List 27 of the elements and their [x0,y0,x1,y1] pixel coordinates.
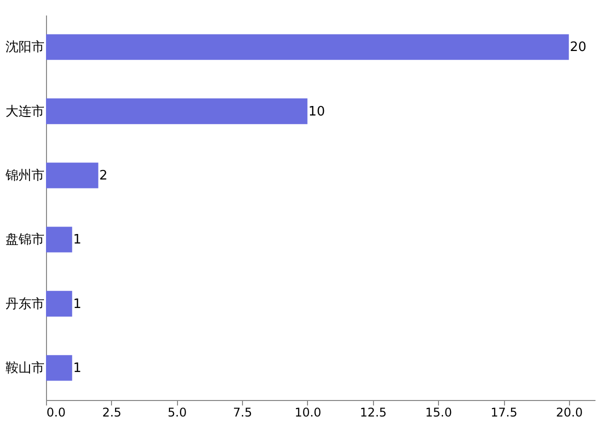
x-tick-label: 7.5 [233,406,252,420]
bar [46,355,72,381]
data-label: 10 [308,104,325,120]
y-tick-label: 丹东市 [6,296,44,312]
x-tick-label: 0.0 [46,406,66,420]
y-tick-label: 沈阳市 [6,40,44,56]
bar [46,290,72,317]
bar [46,226,72,252]
data-label: 20 [570,40,586,56]
y-tick-label: 锦州市 [4,168,44,184]
y-tick-label: 鞍山市 [6,360,44,376]
bar [46,98,308,124]
data-label: 1 [73,232,82,248]
y-tick-label: 大连市 [6,104,44,120]
x-tick-label: 17.5 [490,406,518,420]
x-tick-label: 12.5 [360,406,387,420]
x-tick-label: 10.0 [294,406,322,420]
data-label: 2 [99,168,108,184]
x-tick-label: 5.0 [168,406,187,420]
data-label: 1 [73,296,82,312]
data-label: 1 [73,360,82,376]
bar [46,162,98,188]
x-tick-label: 15.0 [425,406,452,420]
x-tick-label: 2.5 [102,406,122,420]
x-tick-label: 20.0 [556,406,583,420]
bar [46,34,569,60]
y-tick-label: 盘锦市 [6,232,44,248]
